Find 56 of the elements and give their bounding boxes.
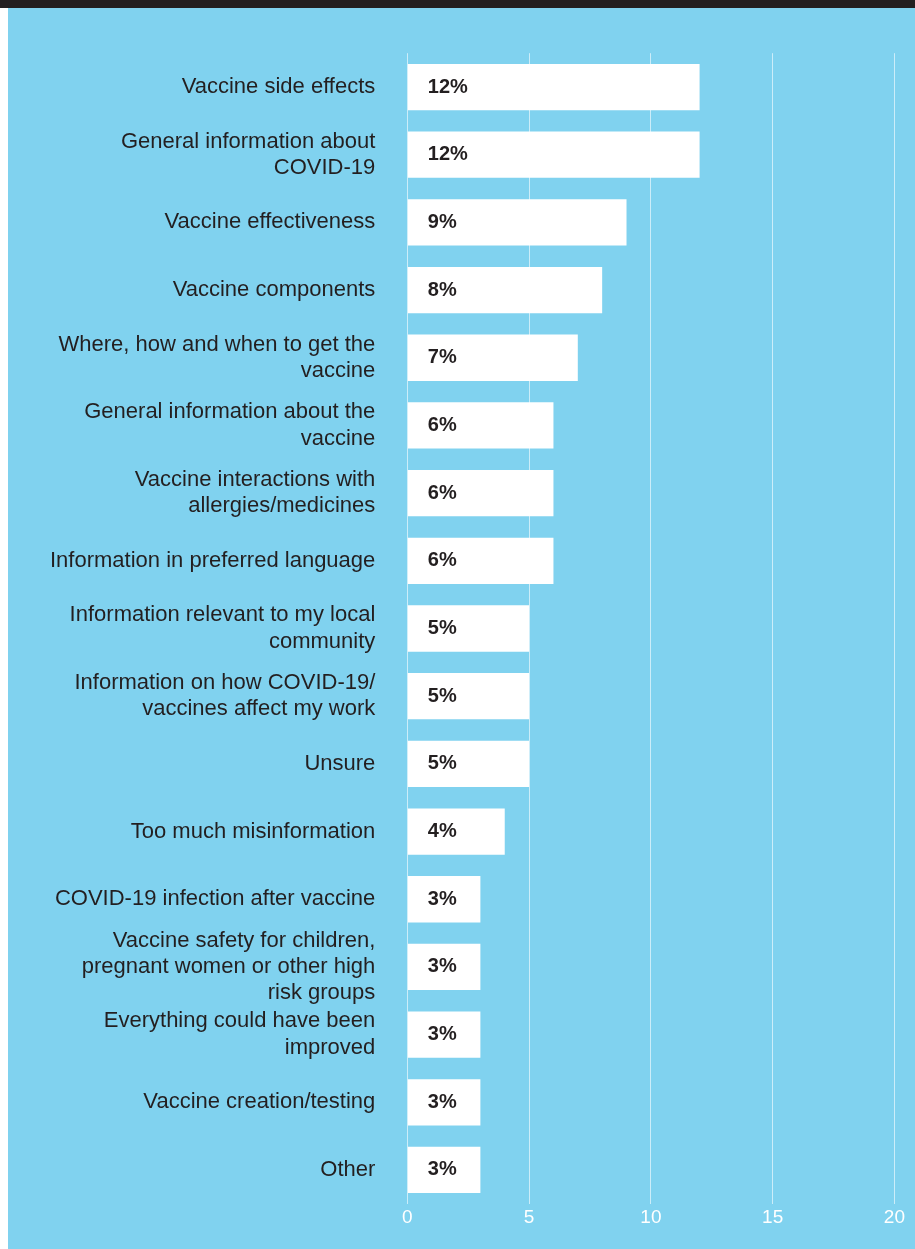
data-label: 5%: [427, 751, 457, 774]
y-tick-label: Information in preferred language: [49, 546, 376, 572]
bar: [407, 402, 554, 449]
y-tick-label: Vaccine safety for children, pregnant women or other high risk groups: [81, 926, 376, 1005]
y-tick-label: Unsure: [304, 749, 376, 775]
x-tick-label: 0: [402, 1206, 413, 1228]
data-label: 5%: [427, 683, 457, 706]
y-tick-label: Information on how COVID-19/ vaccines affect my work: [74, 669, 377, 721]
x-tick-label: 15: [762, 1206, 784, 1228]
data-label: 6%: [427, 548, 457, 571]
data-label: 12%: [427, 142, 469, 165]
y-tick-label: Too much misinformation: [130, 817, 376, 843]
y-tick-label: Where, how and when to get the vaccine: [58, 330, 376, 383]
data-label: 3%: [427, 886, 457, 909]
bar: [407, 876, 481, 923]
data-label: 12%: [427, 74, 469, 97]
bar: [407, 63, 700, 111]
data-label: 9%: [427, 209, 457, 232]
y-tick-label: General information about COVID-19: [120, 127, 376, 179]
y-tick-label: General information about the vaccine: [84, 398, 376, 450]
bar: [407, 199, 627, 246]
y-tick-label: Vaccine interactions with allergies/medicines: [134, 466, 376, 518]
y-tick-label: Vaccine components: [172, 276, 376, 302]
bar: [407, 1011, 481, 1058]
bar: [407, 943, 481, 991]
bar: [407, 266, 603, 314]
x-tick-label: 5: [523, 1206, 535, 1228]
data-label: 3%: [427, 1022, 457, 1045]
y-tick-label: Vaccine effectiveness: [164, 208, 376, 234]
bar: [407, 1079, 481, 1126]
y-tick-label: Information relevant to my local community: [69, 601, 376, 653]
data-label: 5%: [427, 616, 457, 639]
data-label: 3%: [427, 954, 457, 977]
bar: [407, 605, 530, 652]
data-label: 7%: [427, 345, 457, 368]
y-tick-label: Everything could have been improved: [103, 1007, 376, 1059]
x-tick-label: 20: [883, 1206, 905, 1228]
bar: [407, 469, 554, 517]
bar: [407, 740, 530, 788]
y-tick-label: Other: [320, 1156, 376, 1182]
bar: [407, 808, 505, 855]
bar: [407, 537, 554, 584]
bar: [407, 1146, 481, 1194]
bar: [407, 131, 700, 178]
data-label: 3%: [427, 1089, 457, 1112]
y-tick-label: COVID-19 infection after vaccine: [54, 885, 376, 911]
y-tick-label: Vaccine creation/testing: [143, 1088, 376, 1114]
data-label: 4%: [427, 819, 457, 842]
data-label: 3%: [427, 1157, 457, 1180]
data-label: 8%: [427, 277, 457, 300]
x-tick-label: 10: [640, 1206, 662, 1228]
data-label: 6%: [427, 480, 457, 503]
y-tick-label: Vaccine side effects: [181, 73, 376, 99]
bar: [407, 673, 530, 720]
data-label: 6%: [427, 412, 457, 435]
bar: [407, 334, 578, 381]
